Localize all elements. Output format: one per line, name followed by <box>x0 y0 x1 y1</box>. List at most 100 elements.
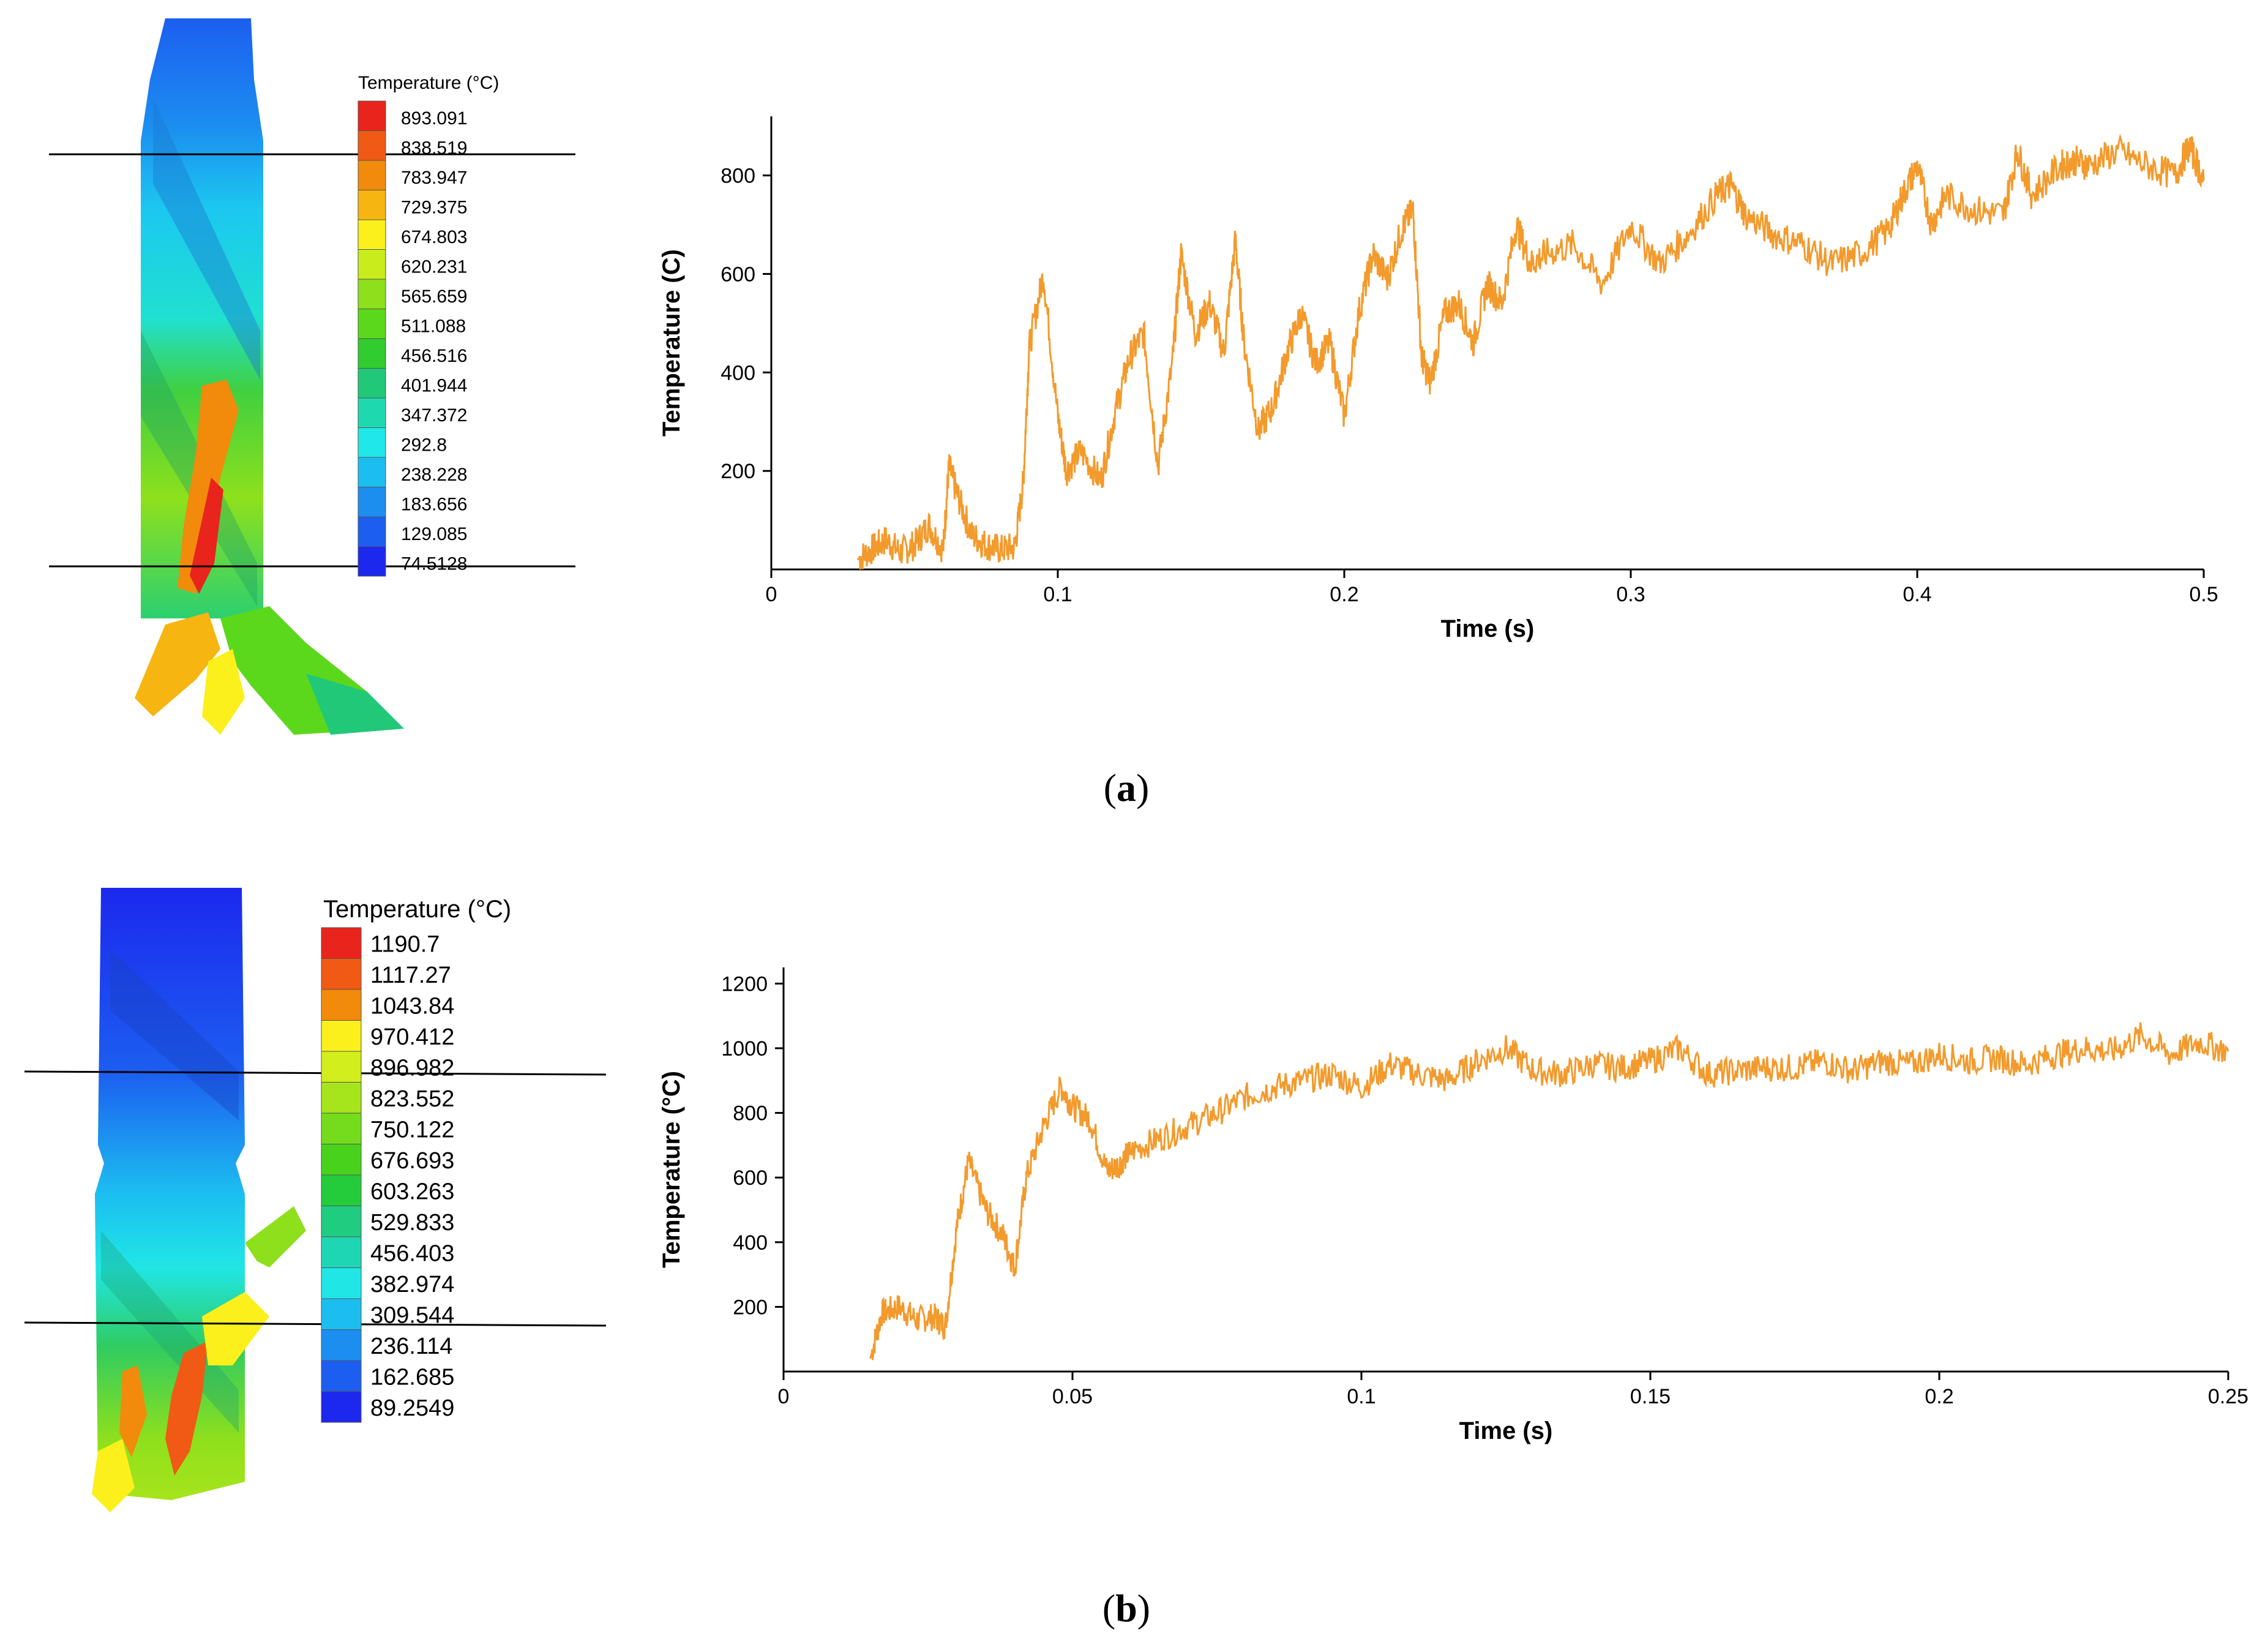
legend-value: 529.833 <box>370 1210 454 1236</box>
legend-value: 674.803 <box>401 227 467 247</box>
legend-swatch <box>357 279 386 309</box>
x-tick-label: 0.2 <box>1925 1385 1953 1408</box>
y-tick-label: 800 <box>733 1102 768 1125</box>
legend-value: 896.982 <box>370 1055 454 1081</box>
hot-chip-region <box>178 380 239 594</box>
chip-fragment <box>135 612 220 716</box>
legend-swatch <box>357 190 386 220</box>
drill-temperature-simulation-b: Temperature (°C) 1190.7 1117.27 1043.84 970… <box>24 888 607 1512</box>
y-tick-label: 1200 <box>721 972 768 996</box>
legend-swatch <box>357 368 386 399</box>
drill-body <box>141 18 263 618</box>
legend-value: 456.403 <box>370 1241 454 1266</box>
legend-swatch <box>321 1051 362 1083</box>
x-tick-label: 0.4 <box>1903 583 1931 606</box>
legend-title: Temperature (°C) <box>358 73 499 93</box>
section-line-top <box>24 1070 607 1076</box>
drill-temperature-simulation-a: Temperature (°C) 893.091 838.519 783.947 72… <box>49 18 575 735</box>
legend-swatch <box>357 160 386 190</box>
y-tick-label: 600 <box>720 263 755 286</box>
x-tick-label: 0.15 <box>1630 1385 1671 1408</box>
legend-value: 893.091 <box>401 108 467 129</box>
legend-value: 89.2549 <box>370 1395 454 1421</box>
legend-value: 309.544 <box>370 1302 454 1328</box>
x-tick-label: 0.1 <box>1347 1385 1375 1408</box>
legend-title: Temperature (°C) <box>323 896 511 923</box>
y-tick-label: 400 <box>720 361 755 385</box>
legend-swatch <box>321 1144 362 1176</box>
x-tick-label: 0 <box>766 583 777 606</box>
legend-value: 401.944 <box>401 375 467 396</box>
legend-value: 620.231 <box>401 257 467 277</box>
legend-value: 676.693 <box>370 1148 454 1174</box>
panel-label: (b) <box>1102 1586 1151 1630</box>
legend-value: 347.372 <box>401 405 467 426</box>
legend-swatch <box>357 219 386 250</box>
legend-value: 750.122 <box>370 1117 454 1143</box>
hot-chip-region <box>165 1341 208 1476</box>
legend-swatch <box>357 309 386 339</box>
x-axis-label: Time (s) <box>1459 1417 1553 1444</box>
y-tick-label: 600 <box>733 1166 768 1190</box>
temperature-chart-a: 0 0.1 0.2 0.3 0.4 0.5 200 400 600 800 Time (s) Te… <box>658 116 2218 642</box>
legend-value: 729.375 <box>401 197 467 217</box>
legend-swatch <box>321 1329 362 1361</box>
legend-swatch <box>321 1113 362 1144</box>
y-axis-label: Temperature (C) <box>658 249 685 437</box>
temperature-series-line <box>869 1022 2229 1361</box>
panel-b: Temperature (°C) 1190.7 1117.27 1043.84 970… <box>0 820 2268 1644</box>
legend-swatch <box>357 397 386 428</box>
legend-swatch <box>357 249 386 280</box>
legend-value: 74.5128 <box>401 554 467 574</box>
y-tick-label: 1000 <box>721 1037 768 1060</box>
x-tick-label: 0 <box>778 1385 790 1408</box>
axes: 0 0.1 0.2 0.3 0.4 0.5 200 400 600 800 <box>720 116 2218 606</box>
legend-value: 1117.27 <box>370 963 451 988</box>
legend-swatch <box>321 1298 362 1330</box>
legend-value: 236.114 <box>370 1334 453 1359</box>
legend-swatch <box>321 958 362 990</box>
section-line-bottom <box>24 1321 607 1327</box>
x-tick-label: 0.25 <box>2208 1385 2248 1408</box>
y-tick-label: 800 <box>720 165 755 188</box>
legend-swatch <box>357 516 386 547</box>
legend-value: 129.085 <box>401 524 467 544</box>
legend-swatch <box>357 487 386 517</box>
legend-value: 238.228 <box>401 465 467 485</box>
legend-swatch <box>321 1174 362 1206</box>
legend-value: 183.656 <box>401 494 467 514</box>
legend-swatch <box>357 546 386 577</box>
legend-value: 823.552 <box>370 1086 454 1112</box>
legend-swatch <box>321 1391 362 1423</box>
legend-value: 603.263 <box>370 1179 454 1204</box>
x-tick-label: 0.05 <box>1052 1385 1093 1408</box>
panel-label: (a) <box>1103 766 1150 809</box>
x-axis-label: Time (s) <box>1441 615 1535 642</box>
legend-value: 382.974 <box>370 1272 454 1297</box>
legend-value: 838.519 <box>401 138 467 158</box>
legend-value: 292.8 <box>401 435 447 455</box>
legend-scale: 1190.7 1117.27 1043.84 970.412 896.982 823.55… <box>321 927 454 1423</box>
x-tick-label: 0.5 <box>2189 583 2218 606</box>
y-tick-label: 200 <box>733 1296 768 1319</box>
x-tick-label: 0.3 <box>1616 583 1645 606</box>
legend-swatch <box>321 1236 362 1268</box>
x-tick-label: 0.2 <box>1330 583 1358 606</box>
panel-a: Temperature (°C) 893.091 838.519 783.947 72… <box>0 0 2268 820</box>
legend-swatch <box>321 1206 362 1237</box>
y-axis-label: Temperature (°C) <box>658 1071 685 1268</box>
y-tick-label: 200 <box>720 460 755 483</box>
temperature-chart-b: 0 0.05 0.1 0.15 0.2 0.2520040060080010001200 … <box>658 967 2248 1444</box>
legend-swatch <box>321 1267 362 1299</box>
legend-swatch <box>357 130 386 161</box>
legend-swatch <box>357 457 386 487</box>
legend-swatch <box>357 100 386 131</box>
legend-swatch <box>321 989 362 1021</box>
legend-scale: 893.091 838.519 783.947 729.375 674.803 620.2… <box>357 100 467 577</box>
legend-swatch <box>357 338 386 369</box>
y-tick-label: 400 <box>733 1231 768 1255</box>
legend-value: 1190.7 <box>370 931 440 957</box>
legend-value: 565.659 <box>401 287 467 307</box>
legend-swatch <box>321 1360 362 1392</box>
x-tick-label: 0.1 <box>1043 583 1072 606</box>
